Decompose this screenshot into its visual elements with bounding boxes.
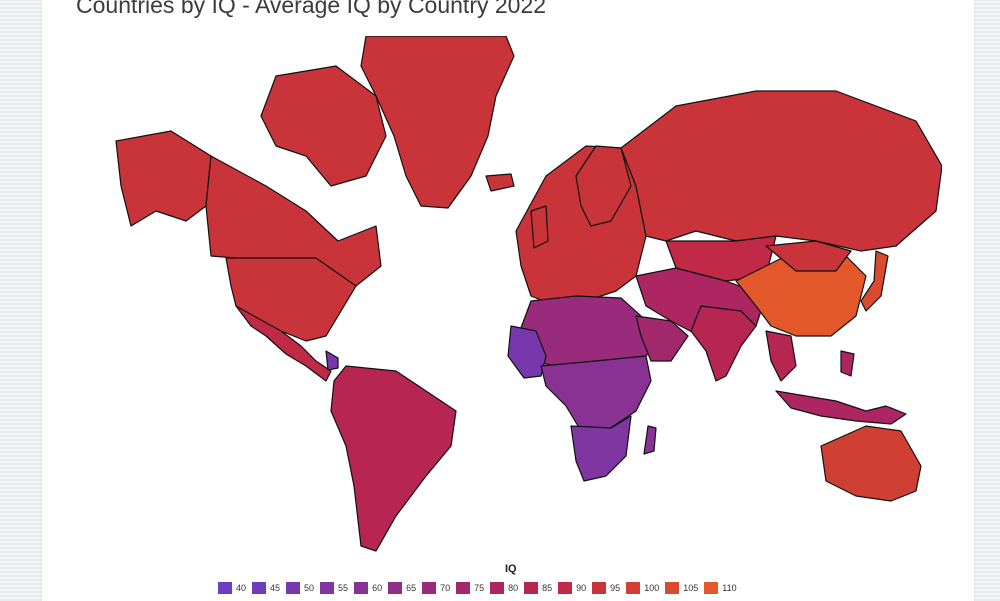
legend-item: 85 bbox=[524, 582, 552, 594]
legend-swatch bbox=[320, 582, 335, 594]
region-indonesia[interactable] bbox=[775, 390, 907, 425]
legend-item: 90 bbox=[558, 582, 586, 594]
legend-label: 90 bbox=[576, 583, 587, 593]
region-uk[interactable] bbox=[530, 205, 549, 249]
color-legend: 40 45 50 55 60 65 70 75 bbox=[218, 582, 743, 594]
legend-swatch bbox=[456, 582, 471, 594]
region-alaska[interactable] bbox=[115, 130, 212, 227]
region-central-africa[interactable] bbox=[540, 355, 652, 432]
legend-label: 100 bbox=[644, 583, 660, 593]
legend-item: 100 bbox=[626, 582, 659, 594]
legend-swatch bbox=[592, 582, 607, 594]
legend-swatch bbox=[524, 582, 539, 594]
map-title: Countries by IQ - Average IQ by Country … bbox=[76, 0, 547, 18]
legend-item: 55 bbox=[320, 582, 348, 594]
legend-item: 105 bbox=[665, 582, 698, 594]
legend-label: 80 bbox=[508, 583, 519, 593]
region-japan[interactable] bbox=[860, 250, 889, 312]
map-card: Countries by IQ - Average IQ by Country … bbox=[42, 0, 974, 601]
region-philippines[interactable] bbox=[840, 350, 855, 377]
legend-swatch bbox=[252, 582, 267, 594]
legend-swatch bbox=[354, 582, 369, 594]
legend-item: 110 bbox=[704, 582, 737, 594]
legend-swatch bbox=[286, 582, 301, 594]
legend-item: 50 bbox=[286, 582, 314, 594]
legend-label: 40 bbox=[236, 583, 247, 593]
legend-item: 80 bbox=[490, 582, 518, 594]
region-scandinavia[interactable] bbox=[575, 145, 632, 227]
legend-swatch bbox=[704, 582, 719, 594]
legend-item: 45 bbox=[252, 582, 280, 594]
region-arabia[interactable] bbox=[635, 315, 689, 362]
page-background-right bbox=[974, 0, 1000, 601]
region-russia[interactable] bbox=[620, 90, 942, 252]
region-mexico[interactable] bbox=[235, 305, 332, 382]
legend-item: 65 bbox=[388, 582, 416, 594]
legend-swatch bbox=[626, 582, 641, 594]
region-arctic-islands[interactable] bbox=[260, 65, 387, 187]
legend-label: 75 bbox=[474, 583, 485, 593]
legend-label: 45 bbox=[270, 583, 281, 593]
world-map bbox=[115, 36, 942, 552]
region-mongolia[interactable] bbox=[765, 240, 852, 272]
legend-swatch bbox=[422, 582, 437, 594]
legend-label: 105 bbox=[683, 583, 699, 593]
legend-item: 75 bbox=[456, 582, 484, 594]
legend-swatch bbox=[388, 582, 403, 594]
legend-label: 110 bbox=[722, 583, 737, 593]
legend-item: 40 bbox=[218, 582, 246, 594]
region-iceland[interactable] bbox=[485, 173, 515, 192]
legend-label: 65 bbox=[406, 583, 417, 593]
region-southeast-asia[interactable] bbox=[765, 330, 797, 382]
legend-label: 50 bbox=[304, 583, 315, 593]
region-southern-africa[interactable] bbox=[570, 415, 632, 482]
legend-item: 70 bbox=[422, 582, 450, 594]
legend-label: 60 bbox=[372, 583, 383, 593]
region-madagascar[interactable] bbox=[643, 425, 657, 455]
legend-label: 95 bbox=[610, 583, 621, 593]
region-west-africa[interactable] bbox=[507, 325, 547, 379]
legend-label: 85 bbox=[542, 583, 553, 593]
page-background-left bbox=[0, 0, 42, 601]
legend-label: 55 bbox=[338, 583, 349, 593]
legend-title: IQ bbox=[505, 563, 517, 575]
legend-swatch bbox=[665, 582, 680, 594]
legend-swatch bbox=[490, 582, 505, 594]
legend-swatch bbox=[218, 582, 232, 594]
legend-item: 95 bbox=[592, 582, 620, 594]
region-central-america[interactable] bbox=[325, 350, 339, 371]
legend-swatch bbox=[558, 582, 573, 594]
legend-item: 60 bbox=[354, 582, 382, 594]
legend-label: 70 bbox=[440, 583, 451, 593]
region-south-america[interactable] bbox=[330, 365, 457, 552]
region-india[interactable] bbox=[690, 305, 757, 382]
region-australia[interactable] bbox=[820, 425, 922, 502]
